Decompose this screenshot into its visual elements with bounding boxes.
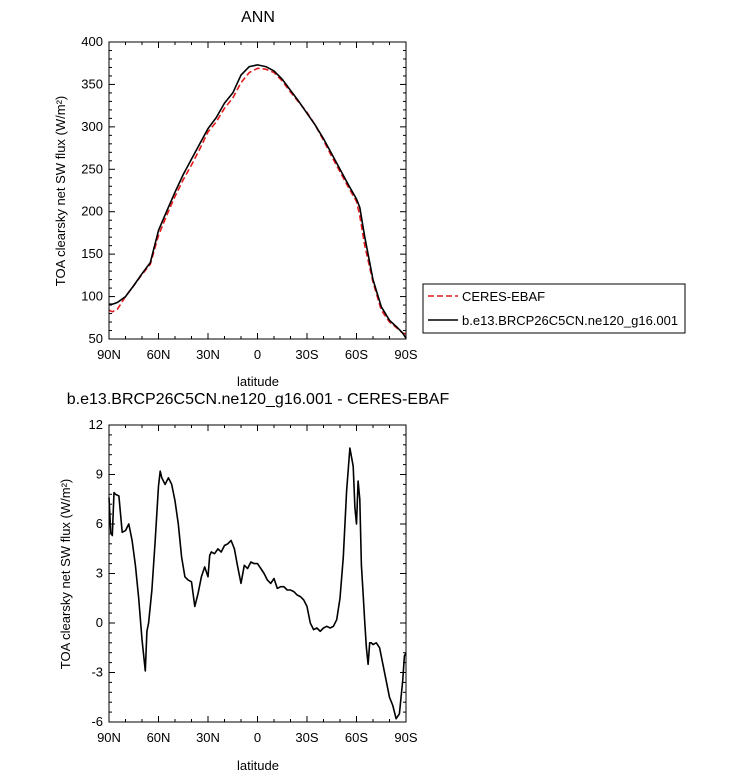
x-tick-label: 90S — [394, 730, 417, 745]
top-panel-y-axis-label: TOA clearsky net SW flux (W/m²) — [53, 96, 68, 286]
series-line-ceres-ebaf — [108, 67, 407, 335]
y-tick-label: 200 — [81, 204, 103, 219]
bottom-panel-frame — [108, 424, 407, 723]
top-panel-series — [108, 64, 407, 339]
y-tick-label: 0 — [96, 615, 103, 630]
x-tick-label: 60N — [147, 347, 171, 362]
bottom-panel: b.e13.BRCP26C5CN.ne120_g16.001 - CERES-E… — [58, 391, 449, 773]
legend-box — [422, 283, 686, 334]
x-tick-label: 30N — [196, 347, 220, 362]
y-tick-label: 6 — [96, 516, 103, 531]
bottom-panel-x-axis-label: latitude — [237, 758, 279, 773]
y-tick-label: 100 — [81, 289, 103, 304]
x-tick-label: 60N — [147, 730, 171, 745]
x-tick-label: 60S — [345, 730, 368, 745]
legend-label-ceres: CERES-EBAF — [462, 289, 545, 304]
x-tick-label: 90N — [97, 347, 121, 362]
x-tick-label: 30S — [295, 347, 318, 362]
bottom-panel-y-axis-label: TOA clearsky net SW flux (W/m²) — [58, 479, 73, 669]
top-panel-x-axis-label: latitude — [237, 374, 279, 389]
bottom-panel-series — [108, 447, 407, 720]
top-panel: ANN 400 350 300 250 200 150 100 50 90N 60N 30N 0 30… — [53, 9, 418, 389]
series-line-difference — [108, 447, 407, 720]
y-tick-label: 400 — [81, 34, 103, 49]
y-tick-label: 300 — [81, 119, 103, 134]
x-tick-label: 90N — [97, 730, 121, 745]
x-tick-label: 0 — [254, 730, 261, 745]
y-tick-label: 250 — [81, 161, 103, 176]
top-panel-x-tick-labels: 90N 60N 30N 0 30S 60S 90S — [97, 347, 418, 362]
top-panel-title: ANN — [241, 9, 275, 26]
y-tick-label: 50 — [89, 331, 103, 346]
y-tick-label: 9 — [96, 467, 103, 482]
series-line-b-e13-brcp26c5cn-ne120-g16-001 — [109, 64, 407, 339]
bottom-panel-x-tick-labels: 90N 60N 30N 0 30S 60S 90S — [97, 730, 418, 745]
x-tick-label: 0 — [254, 347, 261, 362]
bottom-panel-title: b.e13.BRCP26C5CN.ne120_g16.001 - CERES-E… — [67, 391, 450, 408]
x-tick-label: 90S — [394, 347, 417, 362]
x-tick-label: 30N — [196, 730, 220, 745]
bottom-panel-y-tick-labels: 12 9 6 3 0 -3 -6 — [89, 417, 103, 729]
x-tick-label: 30S — [295, 730, 318, 745]
legend: CERES-EBAF b.e13.BRCP26C5CN.ne120_g16.00… — [422, 283, 686, 334]
y-tick-label: 350 — [81, 76, 103, 91]
x-tick-label: 60S — [345, 347, 368, 362]
y-tick-label: -6 — [91, 714, 103, 729]
top-panel-y-tick-labels: 400 350 300 250 200 150 100 50 — [81, 34, 103, 346]
y-tick-label: -3 — [91, 665, 103, 680]
legend-label-model: b.e13.BRCP26C5CN.ne120_g16.001 — [462, 313, 678, 328]
y-tick-label: 12 — [89, 417, 103, 432]
y-tick-label: 3 — [96, 566, 103, 581]
y-tick-label: 150 — [81, 246, 103, 261]
top-panel-frame — [108, 41, 407, 340]
top-panel-ticks — [108, 41, 407, 340]
